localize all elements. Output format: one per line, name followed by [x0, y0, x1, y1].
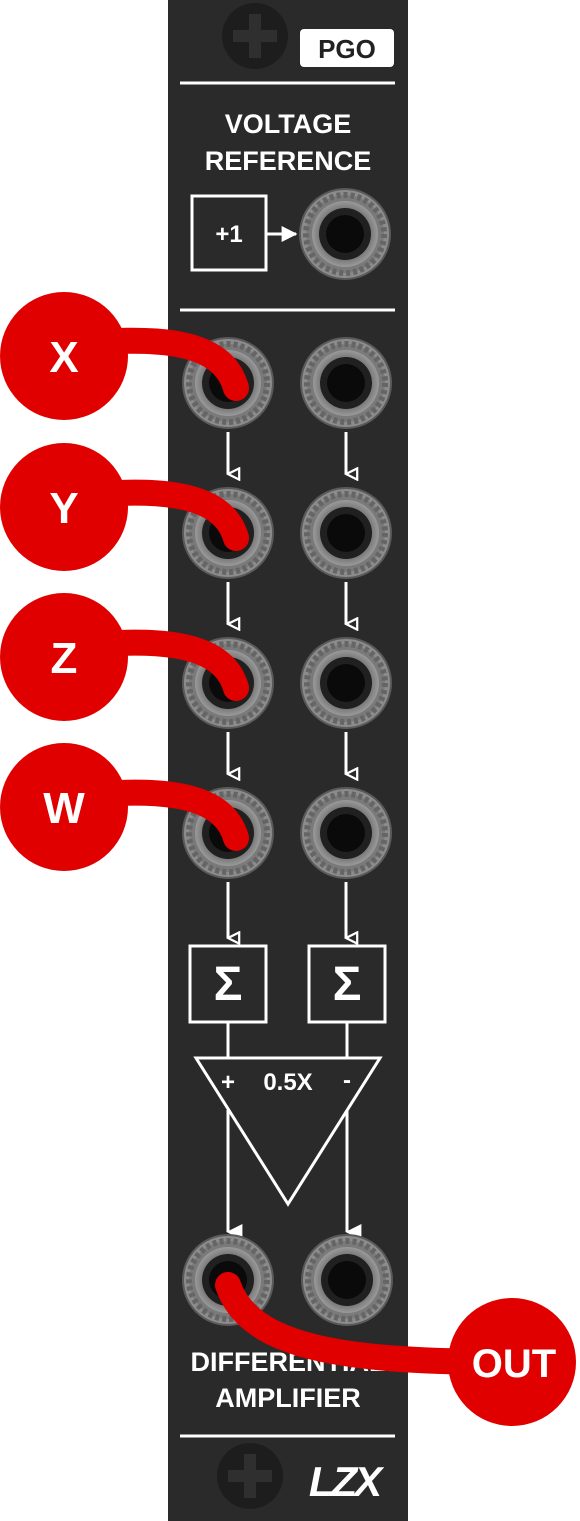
patch-tag-w[interactable] [0, 743, 128, 871]
patch-label-out: OUT [472, 1342, 556, 1386]
output-jack-negative[interactable] [302, 1235, 392, 1325]
amp-plus-label: + [221, 1069, 235, 1096]
patch-label-x: X [49, 333, 78, 382]
screw-icon [217, 1443, 283, 1509]
triangle-amp-icon [193, 1056, 383, 1207]
jack-right-3[interactable] [301, 638, 391, 728]
patch-label-w: W [43, 784, 85, 833]
jack-right-2[interactable] [301, 488, 391, 578]
voltage-reference-jack[interactable] [300, 189, 390, 279]
jack-right-4[interactable] [301, 788, 391, 878]
patch-tag-x[interactable] [0, 292, 128, 420]
screw-icon [222, 3, 288, 69]
amplifier-title-line2: AMPLIFIER [215, 1383, 361, 1413]
sigma-icon: Σ [214, 958, 243, 1011]
voltage-reference-title-line2: REFERENCE [205, 146, 372, 176]
amp-minus-label: - [343, 1067, 351, 1094]
patch-tag-z[interactable] [0, 593, 128, 721]
patch-tag-out[interactable] [448, 1298, 576, 1426]
voltage-reference-title-line1: VOLTAGE [225, 109, 352, 139]
jack-right-1[interactable] [301, 338, 391, 428]
sigma-icon: Σ [333, 958, 362, 1011]
module-name: PGO [318, 34, 376, 64]
patch-label-z: Z [51, 634, 78, 683]
amp-gain-label: 0.5X [263, 1069, 312, 1096]
patch-tag-y[interactable] [0, 443, 128, 571]
patch-label-y: Y [49, 484, 78, 533]
voltage-reference-value: +1 [215, 221, 242, 248]
brand-logo: LZX [309, 1458, 385, 1505]
module-name-badge [300, 29, 394, 67]
